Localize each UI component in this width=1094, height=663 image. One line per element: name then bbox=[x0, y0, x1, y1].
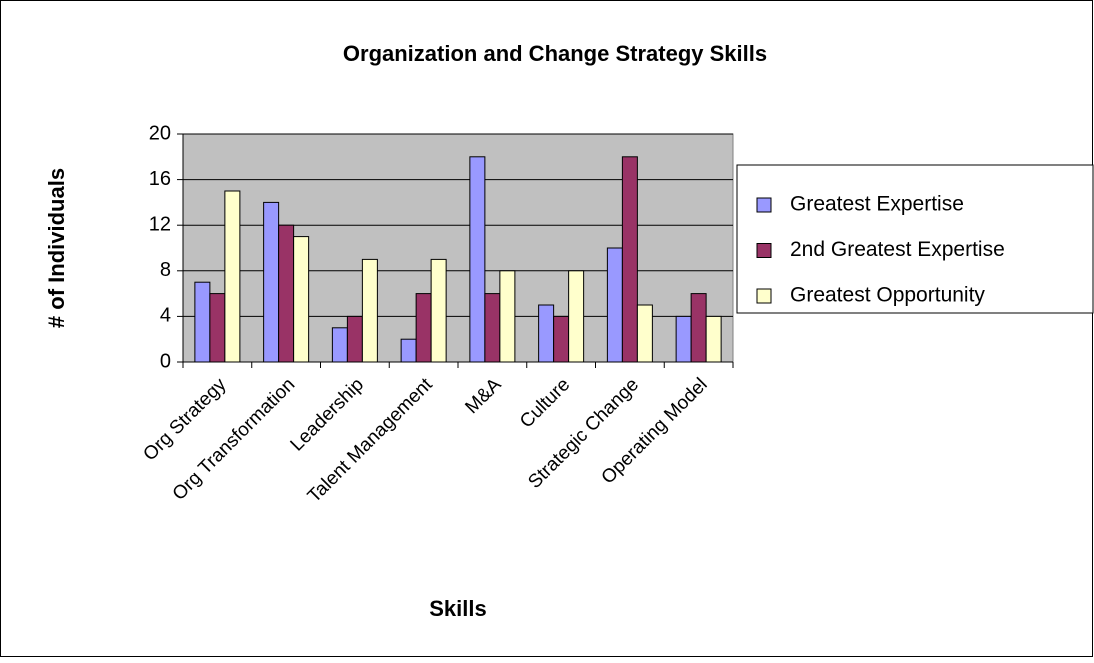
bar bbox=[263, 201, 280, 363]
bar bbox=[415, 293, 432, 363]
bar bbox=[224, 190, 241, 363]
legend-swatch bbox=[756, 197, 772, 213]
legend-label: 2nd Greatest Expertise bbox=[790, 238, 1005, 261]
bar bbox=[690, 293, 707, 363]
y-tick-label: 4 bbox=[160, 305, 171, 327]
bar bbox=[568, 270, 585, 363]
bar bbox=[361, 258, 378, 363]
bar bbox=[538, 304, 555, 363]
bar bbox=[553, 315, 570, 363]
legend-swatch bbox=[756, 243, 772, 258]
bar bbox=[484, 293, 501, 363]
bar bbox=[400, 338, 417, 363]
legend-label: Greatest Opportunity bbox=[790, 284, 985, 307]
y-tick-label: 0 bbox=[160, 350, 171, 372]
x-axis-label: Skills bbox=[429, 596, 486, 621]
y-tick-label: 12 bbox=[149, 213, 171, 235]
bar bbox=[636, 304, 653, 363]
bar bbox=[705, 315, 722, 363]
bar bbox=[675, 315, 692, 363]
bar bbox=[293, 236, 310, 363]
bar bbox=[331, 327, 348, 363]
bar bbox=[499, 270, 516, 363]
bar bbox=[209, 293, 226, 363]
bar bbox=[606, 247, 623, 363]
bar bbox=[621, 156, 638, 363]
y-tick-label: 20 bbox=[149, 122, 171, 144]
legend-swatch bbox=[756, 288, 772, 304]
bar bbox=[430, 258, 447, 363]
y-tick-label: 16 bbox=[149, 168, 171, 190]
chart-title: Organization and Change Strategy Skills bbox=[343, 41, 767, 66]
bar bbox=[346, 315, 363, 363]
legend-label: Greatest Expertise bbox=[790, 193, 964, 216]
bar bbox=[469, 156, 486, 363]
legend-box bbox=[736, 164, 1094, 314]
y-axis-label: # of Individuals bbox=[44, 168, 69, 328]
y-tick-label: 8 bbox=[160, 259, 171, 281]
bar bbox=[194, 281, 211, 363]
bar bbox=[278, 224, 295, 363]
